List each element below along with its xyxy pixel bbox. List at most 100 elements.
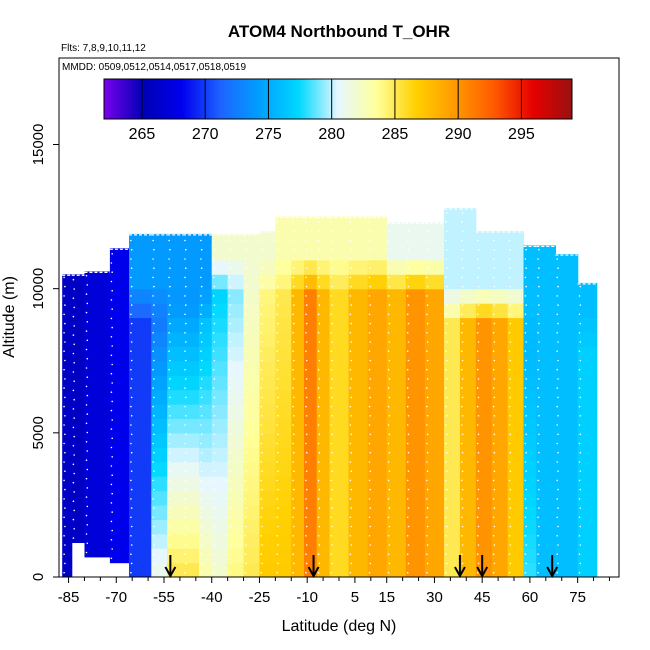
heatmap-cell (151, 346, 168, 362)
flight-track-point (244, 295, 247, 297)
colorbar-tick-label: 295 (508, 126, 535, 143)
heatmap-cell (459, 207, 477, 218)
flight-track-point (305, 276, 307, 279)
flight-track-point (229, 322, 232, 325)
heatmap-cell (62, 447, 73, 463)
flight-track-point (245, 507, 247, 509)
heatmap-cell (291, 504, 305, 520)
heatmap-cell (577, 533, 598, 549)
flight-track-point (330, 516, 333, 519)
flight-track-point (200, 239, 202, 242)
flight-track-point (368, 368, 371, 371)
heatmap-cell (109, 303, 130, 319)
heatmap-cell (227, 476, 245, 492)
heatmap-cell (84, 499, 111, 515)
flight-track-point (317, 350, 320, 353)
heatmap-cell (386, 490, 407, 506)
x-tick-label: 15 (378, 589, 395, 606)
heatmap-cell (348, 303, 369, 319)
heatmap-cell (536, 274, 556, 290)
flight-track-point (537, 276, 539, 279)
flight-track-point (212, 479, 215, 482)
heatmap-cell (329, 245, 350, 261)
flight-track-point (212, 295, 215, 297)
heatmap-cell (444, 245, 461, 261)
heatmap-cell (405, 389, 426, 405)
flight-track-point (86, 505, 89, 508)
heatmap-cell (507, 418, 525, 434)
flight-track-point (557, 322, 559, 325)
flight-track-point (276, 424, 279, 426)
heatmap-cell (259, 562, 276, 577)
flight-track-point (153, 378, 155, 380)
heatmap-cell (183, 233, 200, 246)
flight-track-point (330, 405, 333, 408)
flight-track-point (168, 535, 170, 537)
flight-track-point (228, 479, 231, 482)
flight-track-point (292, 516, 294, 519)
flight-track-point (368, 387, 371, 389)
flight-track-point (185, 322, 187, 325)
heatmap-cell (211, 375, 229, 391)
heatmap-cell (444, 216, 461, 232)
heatmap-cell (348, 432, 369, 448)
heatmap-cell (291, 418, 305, 434)
flight-track-point (185, 396, 187, 399)
flight-track-point (152, 535, 154, 537)
heatmap-cell (109, 375, 130, 391)
flight-track-point (152, 368, 154, 371)
flight-track-point (130, 276, 132, 279)
flight-track-point (305, 405, 307, 408)
flight-track-point (476, 535, 479, 537)
flight-track-point (578, 571, 581, 574)
flight-track-point (445, 239, 447, 242)
heatmap-cell (167, 259, 184, 275)
heatmap-cell (259, 259, 276, 275)
flight-track-point (579, 470, 582, 473)
heatmap-cell (536, 317, 556, 333)
flight-track-point (244, 479, 247, 482)
heatmap-cell (491, 259, 509, 275)
heatmap-cell (329, 490, 350, 506)
heatmap-cell (62, 303, 73, 319)
heatmap-cell (316, 231, 330, 246)
flight-track-point (168, 239, 170, 242)
flight-track-point (277, 562, 279, 565)
flight-track-point (508, 479, 511, 482)
heatmap-cell (259, 360, 276, 376)
heatmap-cell (405, 404, 426, 419)
heatmap-cell (424, 476, 445, 492)
flight-track-point (73, 288, 75, 290)
heatmap-cell (243, 245, 260, 261)
flight-track-point (509, 507, 512, 509)
flight-track-point (579, 544, 582, 546)
flight-track-point (368, 332, 371, 334)
heatmap-cell (577, 562, 598, 577)
flight-track-point (169, 396, 171, 399)
heatmap-cell (199, 404, 213, 419)
flight-track-point (349, 221, 352, 223)
heatmap-cell (62, 331, 73, 347)
flight-track-point (556, 442, 558, 445)
heatmap-cell (151, 360, 168, 376)
flight-track-point (153, 341, 155, 343)
heatmap-cell (62, 317, 73, 333)
heatmap-cell (491, 461, 509, 477)
flight-track-point (153, 304, 155, 306)
flight-track-point (111, 474, 113, 477)
heatmap-cell (129, 432, 152, 448)
flight-track-point (152, 442, 154, 445)
heatmap-cell (227, 303, 245, 319)
flight-track-point (388, 267, 391, 270)
flight-track-point (212, 424, 215, 426)
heatmap-cell (275, 404, 292, 419)
heatmap-cell (167, 418, 184, 434)
flight-track-point (426, 378, 429, 380)
heatmap-cell (475, 245, 493, 261)
flight-track-point (369, 525, 372, 528)
flight-track-point (331, 341, 333, 343)
flight-track-point (64, 304, 66, 306)
flight-track-point (426, 368, 428, 371)
heatmap-cell (386, 231, 407, 246)
